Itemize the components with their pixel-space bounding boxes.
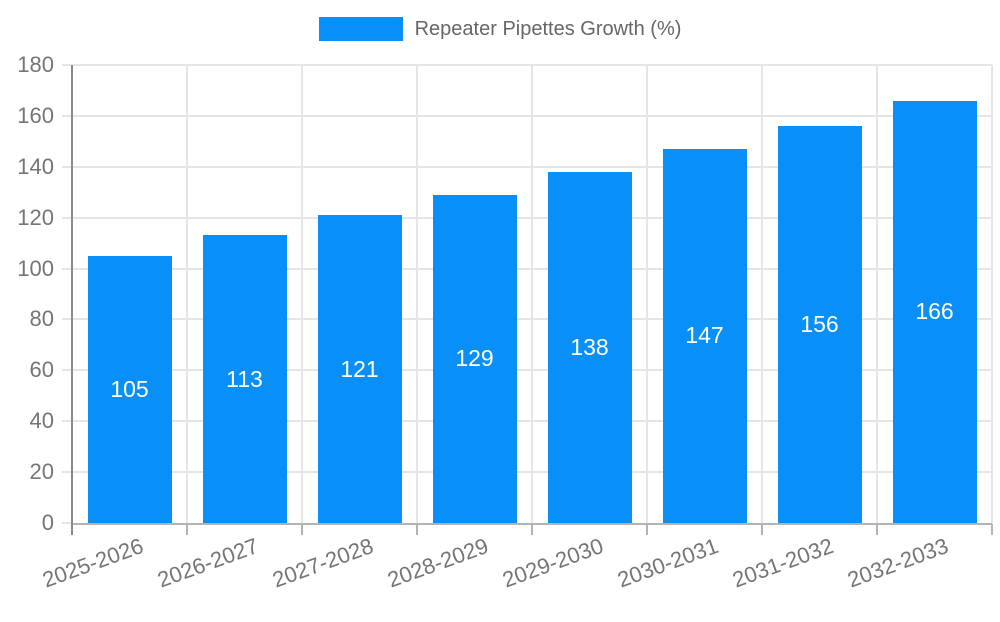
x-tick: [991, 524, 993, 535]
x-tick: [646, 524, 648, 535]
y-axis-label: 140: [17, 153, 54, 179]
y-axis-label: 0: [41, 510, 54, 535]
y-axis-label: 60: [29, 357, 54, 383]
x-axis-line: [72, 523, 992, 525]
bar-value-label: 147: [685, 322, 724, 349]
x-gridline: [646, 65, 648, 523]
x-gridline: [186, 65, 188, 523]
y-axis-label: 100: [17, 255, 54, 281]
x-gridline: [761, 65, 763, 523]
x-axis-label: 2025-2026: [38, 533, 147, 593]
x-tick: [761, 524, 763, 535]
bar-value-label: 138: [570, 333, 609, 360]
bar-value-label: 121: [340, 355, 379, 382]
y-tick: [62, 216, 72, 219]
y-axis-label: 180: [17, 52, 54, 77]
y-axis-label: 160: [17, 102, 54, 128]
y-tick: [62, 522, 72, 524]
bar: 156: [777, 126, 862, 523]
y-axis-label: 20: [29, 459, 54, 485]
y-tick: [62, 420, 72, 423]
bar: 166: [892, 100, 977, 523]
y-tick: [62, 114, 72, 117]
x-gridline: [301, 65, 303, 523]
legend-label: Repeater Pipettes Growth (%): [414, 18, 682, 40]
y-tick: [62, 471, 72, 474]
y-axis-label: 80: [29, 306, 54, 332]
y-axis-line: [71, 65, 73, 535]
x-tick: [416, 524, 418, 535]
bar: 105: [87, 255, 172, 523]
x-gridline: [876, 65, 878, 523]
bar: 121: [317, 215, 402, 523]
y-tick: [62, 64, 72, 66]
bar-value-label: 129: [455, 345, 494, 372]
bar-value-label: 105: [110, 375, 149, 402]
legend-swatch-icon: [318, 17, 403, 41]
bar: 138: [547, 171, 632, 523]
y-tick: [62, 369, 72, 372]
x-gridline: [416, 65, 418, 523]
bar: 113: [202, 235, 287, 523]
x-gridline: [991, 65, 993, 523]
y-tick: [62, 267, 72, 270]
y-axis-label: 40: [29, 408, 54, 434]
bar-value-label: 166: [915, 298, 954, 325]
x-tick: [186, 524, 188, 535]
x-gridline: [531, 65, 533, 523]
bar-value-label: 156: [800, 311, 839, 338]
y-axis-label: 120: [17, 204, 54, 230]
x-tick: [531, 524, 533, 535]
x-tick: [876, 524, 878, 535]
plot-area: 0 20 40 60 80 100 120 140 160 180 105 113 121 129 138 1…: [17, 52, 993, 592]
bar-chart: Repeater Pipettes Growth (%) 0 20 40 60 80 10…: [0, 17, 1000, 593]
bar: 147: [662, 148, 747, 523]
bar-value-label: 113: [226, 365, 263, 392]
bar: 129: [432, 194, 517, 523]
x-tick: [301, 524, 303, 535]
chart-legend[interactable]: Repeater Pipettes Growth (%): [0, 17, 1000, 41]
y-tick: [62, 165, 72, 168]
y-tick: [62, 318, 72, 321]
